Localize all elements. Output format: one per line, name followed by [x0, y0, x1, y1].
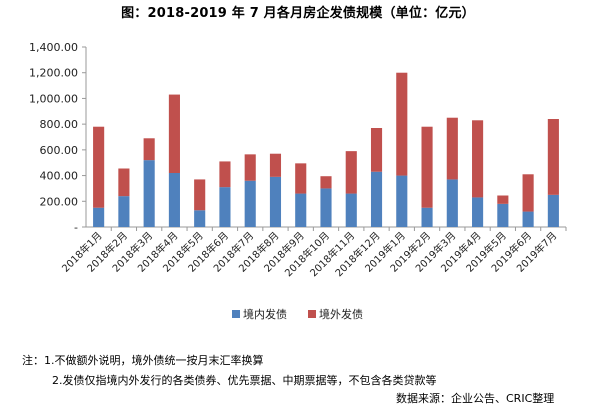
bar-domestic [345, 193, 357, 227]
bar-overseas [168, 94, 180, 173]
bar-overseas [244, 154, 256, 181]
y-tick-label: 1,200.00 [29, 67, 78, 80]
bar-overseas [143, 138, 155, 161]
bar-overseas [472, 120, 484, 198]
bar-domestic [396, 175, 408, 227]
bar-domestic [522, 211, 534, 227]
bar-overseas [446, 117, 458, 180]
legend: 境内发债 境外发债 [232, 307, 363, 321]
legend-swatch-overseas [308, 310, 316, 318]
bar-domestic [168, 173, 180, 227]
bar-overseas [118, 168, 130, 197]
bar-overseas [522, 174, 534, 212]
bar-domestic [446, 179, 458, 227]
y-tick-label: 1,400.00 [29, 41, 78, 54]
bar-overseas [320, 176, 332, 189]
bar-overseas [219, 161, 231, 188]
source-note: 数据来源：企业公告、CRIC整理 [396, 392, 555, 405]
bar-domestic [118, 196, 130, 227]
y-tick-label: - [74, 221, 78, 234]
y-tick-label: 1,000.00 [29, 92, 78, 105]
bar-overseas [194, 179, 206, 211]
y-axis: - 200.00 400.00 600.00 800.00 1,000.00 1,200.0… [29, 41, 87, 234]
bar-domestic [93, 207, 105, 227]
bar-domestic [143, 160, 155, 227]
y-tick-label: 400.00 [40, 170, 79, 183]
bar-domestic [320, 188, 332, 227]
legend-swatch-domestic [232, 310, 240, 318]
bar-domestic [547, 194, 559, 227]
legend-label-domestic: 境内发债 [243, 307, 287, 321]
bars [93, 72, 559, 227]
bar-overseas [421, 126, 433, 208]
y-tick-label: 800.00 [40, 118, 79, 131]
legend-label-overseas: 境外发债 [319, 307, 363, 321]
bar-domestic [370, 171, 383, 227]
y-tick-label: 600.00 [40, 144, 79, 157]
bar-overseas [547, 119, 559, 195]
bar-overseas [370, 128, 383, 172]
note-line-2: 2.发债仅指境内外发行的各类债券、优先票据、中期票据等，不包含各类贷款等 [52, 374, 437, 387]
bar-overseas [295, 163, 307, 194]
bar-overseas [269, 153, 282, 177]
y-tick-label: 200.00 [40, 195, 79, 208]
chart-title: 图：2018-2019 年 7 月各月房企发债规模（单位：亿元） [121, 6, 475, 21]
bar-domestic [244, 180, 256, 227]
x-axis: 2018年1月2018年2月2018年3月2018年4月2018年5月2018年… [59, 226, 567, 279]
bar-domestic [194, 210, 206, 227]
bar-domestic [472, 197, 484, 227]
bar-domestic [497, 203, 509, 227]
bar-overseas [497, 195, 509, 204]
bar-overseas [93, 126, 105, 208]
bar-domestic [295, 193, 307, 227]
bar-domestic [219, 187, 231, 227]
note-line-1: 注：1.不做额外说明，境外债统一按月末汇率换算 [22, 354, 264, 367]
bar-overseas [345, 151, 357, 194]
bar-domestic [269, 176, 282, 227]
bar-overseas [396, 72, 408, 176]
bar-domestic [421, 207, 433, 227]
